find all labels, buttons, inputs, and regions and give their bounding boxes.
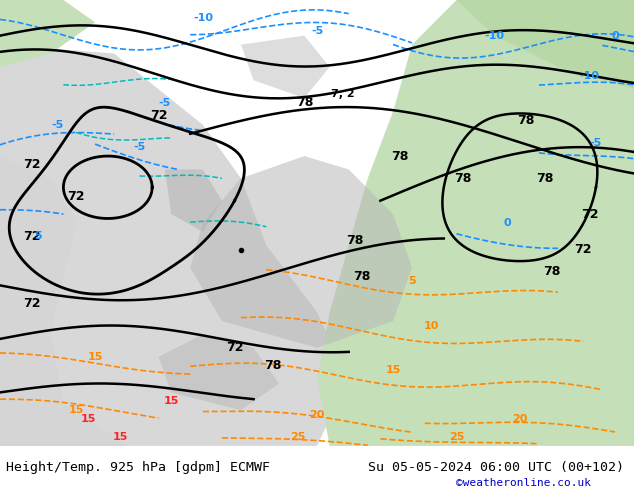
Polygon shape xyxy=(165,170,222,232)
Text: 25: 25 xyxy=(290,432,306,442)
Text: 72: 72 xyxy=(23,158,41,172)
Text: -5: -5 xyxy=(311,26,323,36)
Text: 78: 78 xyxy=(264,359,281,372)
Polygon shape xyxy=(241,36,330,98)
Text: 15: 15 xyxy=(81,414,96,424)
Text: 20: 20 xyxy=(512,414,527,424)
Text: 78: 78 xyxy=(517,114,535,127)
Text: 10: 10 xyxy=(424,320,439,331)
Text: ©weatheronline.co.uk: ©weatheronline.co.uk xyxy=(456,478,592,488)
Polygon shape xyxy=(456,0,634,89)
Text: 72: 72 xyxy=(150,109,167,122)
Polygon shape xyxy=(0,0,95,67)
Text: 15: 15 xyxy=(113,432,128,442)
Text: -5: -5 xyxy=(590,138,602,147)
Text: 78: 78 xyxy=(454,172,472,185)
Text: 78: 78 xyxy=(295,96,313,109)
Text: Height/Temp. 925 hPa [gdpm] ECMWF: Height/Temp. 925 hPa [gdpm] ECMWF xyxy=(6,462,270,474)
Text: 72: 72 xyxy=(67,190,85,203)
Text: 72: 72 xyxy=(574,243,592,256)
Polygon shape xyxy=(190,156,412,348)
Text: Su 05-05-2024 06:00 UTC (00+102): Su 05-05-2024 06:00 UTC (00+102) xyxy=(368,462,624,474)
Text: 15: 15 xyxy=(68,405,84,415)
Text: 78: 78 xyxy=(353,270,370,283)
Text: -10: -10 xyxy=(484,31,505,41)
Text: 0: 0 xyxy=(611,31,619,41)
Polygon shape xyxy=(0,156,127,446)
Text: 7, 2: 7, 2 xyxy=(330,89,354,98)
Text: -10: -10 xyxy=(193,13,213,23)
Text: 25: 25 xyxy=(449,432,464,442)
Text: 20: 20 xyxy=(309,410,325,420)
Text: 15: 15 xyxy=(164,396,179,406)
Polygon shape xyxy=(158,334,279,410)
Text: 72: 72 xyxy=(23,230,41,243)
Text: 5: 5 xyxy=(34,231,42,242)
Text: -5: -5 xyxy=(158,98,171,108)
Text: -10: -10 xyxy=(579,71,600,81)
Text: 72: 72 xyxy=(226,342,243,354)
Text: 78: 78 xyxy=(543,266,560,278)
Text: 78: 78 xyxy=(346,234,364,247)
Text: 78: 78 xyxy=(536,172,554,185)
Text: 5: 5 xyxy=(408,276,416,286)
Text: -5: -5 xyxy=(133,142,146,152)
Text: 78: 78 xyxy=(391,149,408,163)
Text: -5: -5 xyxy=(51,120,63,130)
Polygon shape xyxy=(317,0,634,446)
Polygon shape xyxy=(0,0,349,446)
Text: 72: 72 xyxy=(23,297,41,310)
Text: 15: 15 xyxy=(385,365,401,375)
Text: 72: 72 xyxy=(581,208,598,220)
Text: 15: 15 xyxy=(87,352,103,362)
Text: 0: 0 xyxy=(503,218,511,228)
